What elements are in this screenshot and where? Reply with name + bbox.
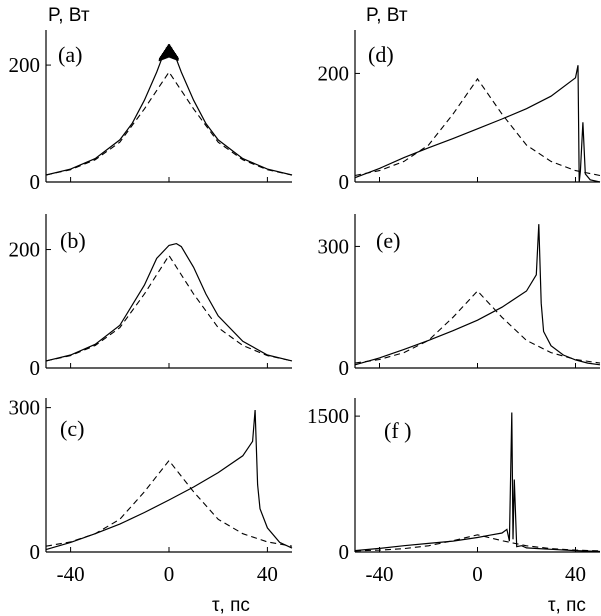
- series-output-solid: [354, 412, 601, 553]
- xtick-label: 40: [565, 562, 586, 586]
- xtick-label: 0: [472, 562, 483, 586]
- ytick-label: 300: [9, 396, 41, 420]
- panel-c: 0 300 (c): [9, 396, 293, 564]
- xaxis-left: -40 0 40: [57, 562, 278, 586]
- ytick-label: 0: [339, 356, 350, 380]
- ytick-label: 200: [9, 238, 41, 262]
- panel-b: 0 200 (b): [9, 214, 293, 380]
- ytick-label: 0: [30, 170, 41, 194]
- panel-f: 0 1500 -40 0 40 (f ): [307, 398, 601, 586]
- xlabel-left: τ, пс: [212, 595, 250, 616]
- ytick-label: 1500: [307, 404, 349, 428]
- ytick-label: 200: [318, 61, 350, 85]
- series-output-solid: [45, 242, 293, 362]
- ytick-label: 300: [318, 234, 350, 258]
- panel-e: 0 300 (e): [318, 214, 601, 380]
- ylabel-left: P, Вт: [48, 5, 90, 26]
- xtick-label: 0: [164, 562, 175, 586]
- xtick-label: -40: [57, 562, 85, 586]
- ytick-label: 200: [9, 53, 41, 77]
- series-input-dashed: [354, 77, 601, 177]
- ytick-label: 0: [339, 170, 350, 194]
- xtick-label: 40: [257, 562, 278, 586]
- series-output-solid: [45, 409, 293, 551]
- series-output-solid: [45, 49, 293, 176]
- series-output-noise: [158, 44, 179, 62]
- panel-label: (a): [58, 42, 82, 67]
- ylabel-right: P, Вт: [366, 5, 408, 26]
- series-output-solid: [354, 65, 601, 183]
- panel-label: (e): [376, 228, 400, 253]
- ytick-label: 0: [30, 356, 41, 380]
- panel-label: (f ): [384, 418, 411, 443]
- series-output-solid: [354, 224, 601, 366]
- ytick-label: 0: [30, 540, 41, 564]
- series-input-dashed: [354, 534, 601, 552]
- panel-label: (c): [60, 416, 84, 441]
- panel-a: 0 200 (a): [9, 30, 293, 194]
- series-input-dashed: [45, 459, 293, 547]
- xtick-label: -40: [366, 562, 394, 586]
- series-input-dashed: [354, 290, 601, 364]
- xlabel-right: τ, пс: [548, 595, 586, 616]
- panel-d: 0 200 (d): [318, 30, 601, 194]
- panel-label: (b): [60, 228, 86, 253]
- panel-label: (d): [368, 42, 394, 67]
- ytick-label: 0: [339, 540, 350, 564]
- series-input-dashed: [45, 71, 293, 176]
- series-input-dashed: [45, 254, 293, 362]
